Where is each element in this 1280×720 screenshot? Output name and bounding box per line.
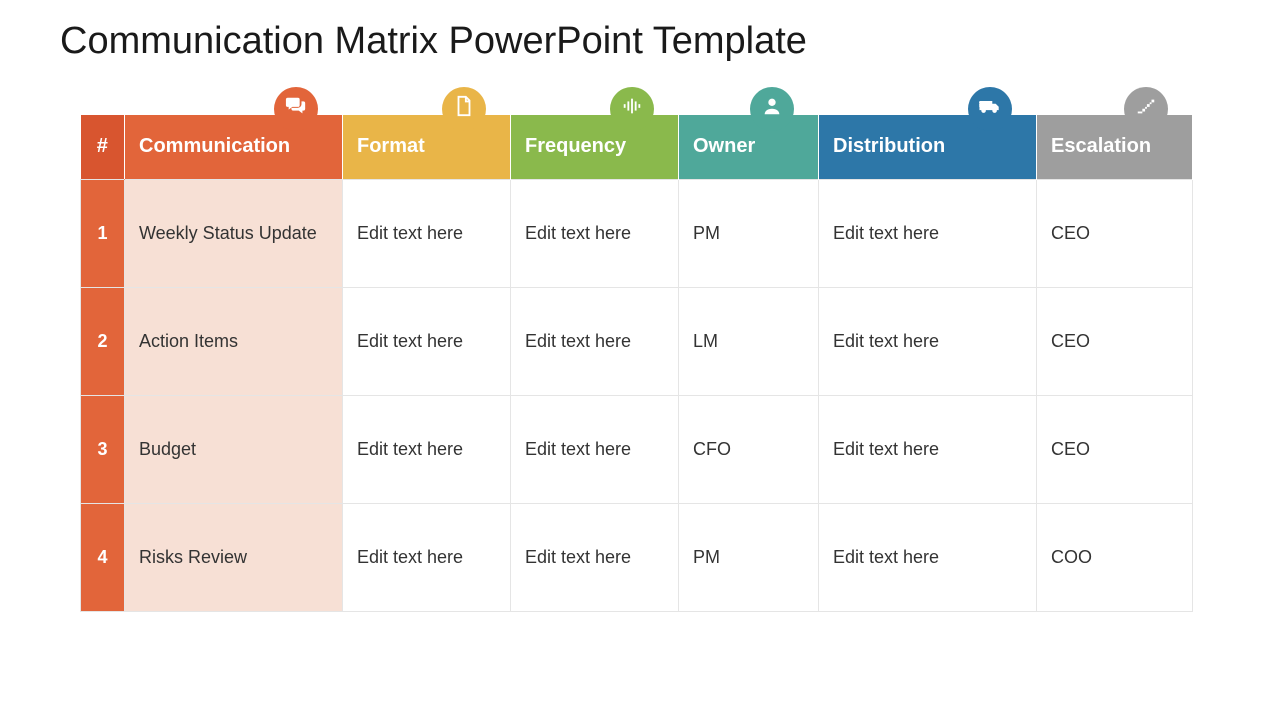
page-title: Communication Matrix PowerPoint Template [0, 0, 1280, 63]
cell-format: Edit text here [343, 503, 511, 611]
cell-escalation: CEO [1037, 179, 1193, 287]
row-number: 2 [81, 287, 125, 395]
header-communication: Communication [125, 115, 343, 179]
cell-frequency: Edit text here [511, 287, 679, 395]
cell-distribution: Edit text here [819, 503, 1037, 611]
header-number: # [81, 115, 125, 179]
cell-format: Edit text here [343, 179, 511, 287]
table-header-row: # Communication Format [81, 115, 1193, 179]
cell-distribution: Edit text here [819, 179, 1037, 287]
row-number: 3 [81, 395, 125, 503]
cell-owner: CFO [679, 395, 819, 503]
header-owner: Owner [679, 115, 819, 179]
header-distribution: Distribution [819, 115, 1037, 179]
table-row: 1Weekly Status UpdateEdit text hereEdit … [81, 179, 1193, 287]
cell-distribution: Edit text here [819, 287, 1037, 395]
header-format-label: Format [357, 135, 425, 157]
cell-format: Edit text here [343, 287, 511, 395]
header-frequency: Frequency [511, 115, 679, 179]
table-row: 3BudgetEdit text hereEdit text hereCFOEd… [81, 395, 1193, 503]
cell-owner: LM [679, 287, 819, 395]
cell-frequency: Edit text here [511, 395, 679, 503]
header-frequency-label: Frequency [525, 135, 626, 157]
cell-format: Edit text here [343, 395, 511, 503]
header-owner-label: Owner [693, 135, 755, 157]
cell-frequency: Edit text here [511, 179, 679, 287]
truck-icon [968, 87, 1012, 131]
cell-escalation: CEO [1037, 287, 1193, 395]
soundwave-icon [610, 87, 654, 131]
cell-escalation: COO [1037, 503, 1193, 611]
header-communication-label: Communication [139, 135, 290, 157]
cell-communication: Weekly Status Update [125, 179, 343, 287]
table-row: 2Action ItemsEdit text hereEdit text her… [81, 287, 1193, 395]
cell-owner: PM [679, 179, 819, 287]
cell-communication: Risks Review [125, 503, 343, 611]
header-distribution-label: Distribution [833, 135, 945, 157]
cell-frequency: Edit text here [511, 503, 679, 611]
cell-owner: PM [679, 503, 819, 611]
row-number: 4 [81, 503, 125, 611]
cell-communication: Action Items [125, 287, 343, 395]
cell-distribution: Edit text here [819, 395, 1037, 503]
cell-escalation: CEO [1037, 395, 1193, 503]
chat-icon [274, 87, 318, 131]
table-row: 4Risks ReviewEdit text hereEdit text her… [81, 503, 1193, 611]
communication-matrix-table: # Communication Format [80, 115, 1192, 612]
header-format: Format [343, 115, 511, 179]
person-icon [750, 87, 794, 131]
cell-communication: Budget [125, 395, 343, 503]
header-escalation: Escalation [1037, 115, 1193, 179]
document-icon [442, 87, 486, 131]
header-escalation-label: Escalation [1051, 135, 1151, 157]
row-number: 1 [81, 179, 125, 287]
stairs-icon [1124, 87, 1168, 131]
